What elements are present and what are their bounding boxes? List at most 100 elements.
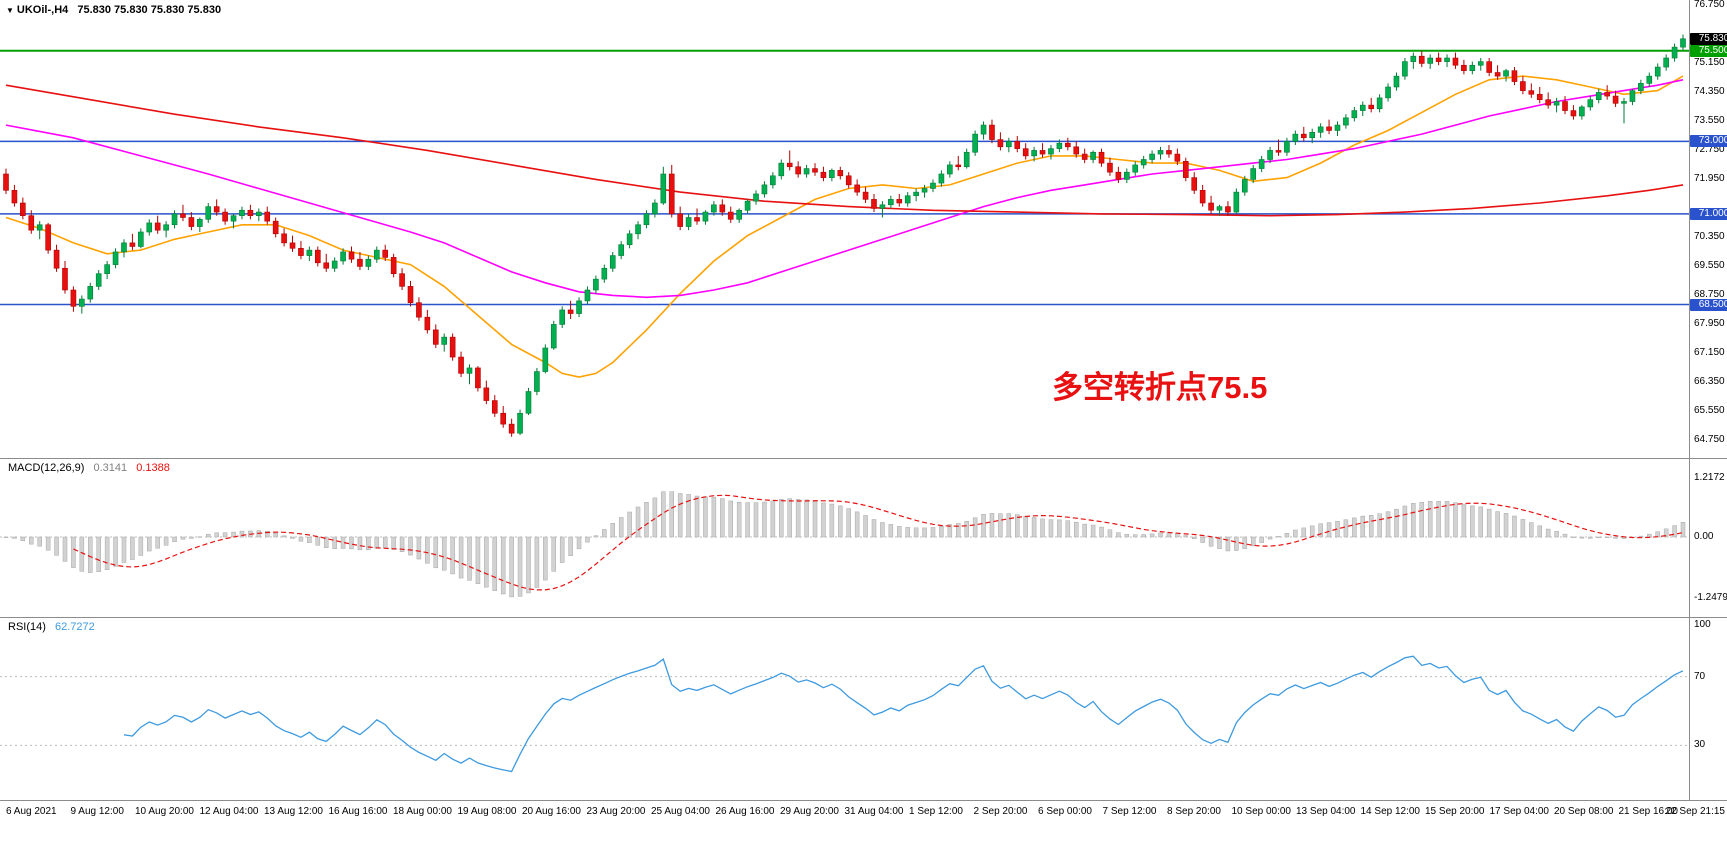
candle-down bbox=[357, 258, 363, 267]
candle-down bbox=[668, 173, 675, 215]
candle-down bbox=[449, 336, 456, 358]
candle-down bbox=[727, 211, 734, 220]
macd-histogram-bar bbox=[1579, 536, 1585, 539]
macd-histogram-bar bbox=[1647, 533, 1652, 538]
macd-histogram-bar bbox=[930, 527, 936, 538]
rsi-tick: 100 bbox=[1694, 619, 1711, 630]
candle-down bbox=[500, 412, 507, 425]
candle-up bbox=[550, 324, 557, 349]
macd-histogram-bar bbox=[509, 536, 514, 598]
candle-down bbox=[399, 273, 405, 287]
candle-down bbox=[264, 211, 271, 222]
rsi-tick: 30 bbox=[1694, 739, 1706, 751]
candle-down bbox=[795, 166, 801, 175]
macd-histogram-bar bbox=[770, 500, 776, 538]
macd-histogram-bar bbox=[1099, 526, 1104, 538]
candle-up bbox=[1595, 92, 1602, 100]
macd-histogram-bar bbox=[1419, 502, 1425, 538]
candle-up bbox=[1233, 191, 1240, 213]
candle-up bbox=[1048, 148, 1054, 155]
candle-up bbox=[1258, 159, 1265, 169]
macd-histogram-bar bbox=[989, 513, 995, 538]
macd-histogram-bar bbox=[290, 536, 295, 539]
chart-title: ▼ UKOil-,H4 75.830 75.830 75.830 75.830 bbox=[6, 4, 221, 16]
rsi-line bbox=[123, 655, 1684, 773]
macd-histogram-bar bbox=[425, 536, 430, 564]
macd-histogram-bar bbox=[854, 511, 860, 538]
macd-histogram-bar bbox=[703, 496, 708, 538]
candle-down bbox=[315, 249, 321, 264]
candle-down bbox=[1225, 206, 1231, 213]
candle-down bbox=[896, 199, 903, 204]
macd-histogram-bar bbox=[1149, 533, 1155, 538]
price-tag-73.000: 73.000 bbox=[1690, 135, 1727, 148]
price-tick: 72.750 bbox=[1694, 144, 1725, 156]
macd-histogram-bar bbox=[1672, 525, 1677, 538]
candle-up bbox=[79, 298, 85, 307]
candle-down bbox=[298, 248, 304, 256]
time-label: 20 Aug 16:00 bbox=[522, 806, 581, 817]
macd-histogram-bar bbox=[1065, 520, 1071, 538]
macd-histogram-bar bbox=[543, 536, 548, 581]
macd-histogram-bar bbox=[922, 527, 927, 538]
price-tick: 69.550 bbox=[1694, 260, 1725, 272]
candle-up bbox=[1638, 83, 1644, 91]
candle-up bbox=[1006, 141, 1012, 148]
macd-histogram-bar bbox=[281, 535, 287, 538]
macd-histogram-bar bbox=[1326, 522, 1332, 538]
macd-histogram-bar bbox=[1427, 501, 1433, 538]
candle-up bbox=[112, 251, 119, 265]
candle-down bbox=[416, 302, 422, 318]
macd-histogram-bar bbox=[1006, 513, 1012, 538]
candle-down bbox=[11, 190, 18, 204]
candle-down bbox=[247, 209, 254, 216]
macd-name: MACD(12,26,9) bbox=[8, 462, 85, 474]
macd-histogram-bar bbox=[517, 536, 523, 597]
candle-up bbox=[1376, 97, 1383, 110]
candle-down bbox=[129, 242, 136, 247]
macd-histogram-bar bbox=[905, 527, 910, 538]
macd-histogram-bar bbox=[1158, 532, 1163, 538]
candle-up bbox=[803, 168, 810, 175]
candle-up bbox=[711, 204, 717, 213]
price-tick: 66.350 bbox=[1694, 376, 1725, 388]
macd-histogram-bar bbox=[458, 536, 464, 579]
candle-down bbox=[407, 286, 414, 303]
candle-down bbox=[1520, 81, 1526, 91]
price-tag-75.500: 75.500 bbox=[1690, 44, 1727, 57]
candle-up bbox=[1444, 57, 1450, 62]
candle-up bbox=[1343, 117, 1349, 126]
macd-histogram-bar bbox=[273, 533, 278, 538]
candle-down bbox=[1368, 104, 1374, 110]
macd-histogram-bar bbox=[1031, 517, 1037, 538]
macd-histogram-bar bbox=[1132, 534, 1138, 538]
macd-histogram-bar bbox=[1057, 519, 1062, 538]
candle-up bbox=[947, 164, 953, 175]
candle-down bbox=[20, 202, 26, 216]
time-label: 29 Aug 20:00 bbox=[780, 806, 839, 817]
candle-up bbox=[121, 242, 127, 253]
candle-up bbox=[230, 215, 237, 222]
price-tick: 73.550 bbox=[1694, 115, 1725, 127]
macd-histogram-bar bbox=[1090, 524, 1096, 538]
time-label: 14 Sep 12:00 bbox=[1360, 806, 1421, 817]
candle-down bbox=[222, 211, 228, 222]
candle-up bbox=[1149, 153, 1155, 160]
macd-histogram-bar bbox=[1436, 501, 1441, 538]
candle-down bbox=[323, 262, 330, 269]
candle-down bbox=[677, 213, 683, 227]
time-label: 8 Sep 20:00 bbox=[1167, 806, 1221, 817]
candle-down bbox=[483, 387, 490, 401]
candle-up bbox=[609, 255, 616, 269]
macd-histogram-bar bbox=[1200, 536, 1205, 543]
macd-histogram-bar bbox=[1529, 522, 1534, 538]
candle-down bbox=[458, 356, 464, 374]
macd-histogram-bar bbox=[450, 536, 455, 575]
candle-up bbox=[95, 273, 102, 287]
candle-down bbox=[1452, 57, 1459, 66]
candle-down bbox=[719, 204, 726, 213]
price-tick: 70.350 bbox=[1694, 231, 1725, 243]
price-tick: 68.750 bbox=[1694, 289, 1725, 301]
macd-histogram-bar bbox=[147, 536, 152, 552]
